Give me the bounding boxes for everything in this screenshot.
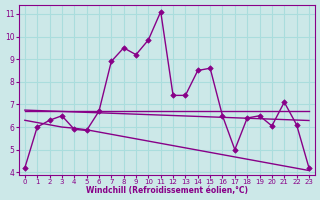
- X-axis label: Windchill (Refroidissement éolien,°C): Windchill (Refroidissement éolien,°C): [86, 186, 248, 195]
